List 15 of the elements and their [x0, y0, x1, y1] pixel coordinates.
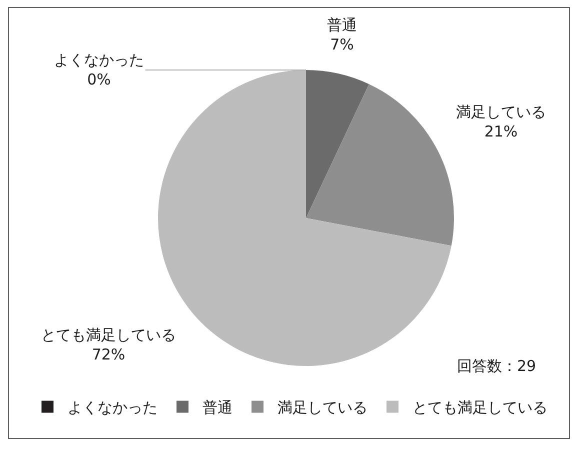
legend-label: よくなかった — [68, 398, 158, 417]
slice-label: とても満足している — [41, 326, 176, 344]
data-label: 7% — [330, 36, 354, 54]
text: 0% — [87, 70, 111, 88]
data-label: 21% — [484, 122, 518, 140]
data-label: 72% — [92, 346, 126, 364]
pie-slice — [306, 84, 454, 246]
legend-label: とても満足している — [412, 398, 548, 417]
legend-label: 普通 — [202, 398, 232, 417]
text: 回答数：29 — [457, 357, 536, 375]
category-label: よくなかった — [54, 51, 144, 69]
slice-label: 普通 — [327, 16, 357, 34]
legend-label: 満足している — [278, 398, 368, 417]
slice-label: 満足している — [456, 103, 546, 121]
pie-slice — [306, 70, 370, 218]
